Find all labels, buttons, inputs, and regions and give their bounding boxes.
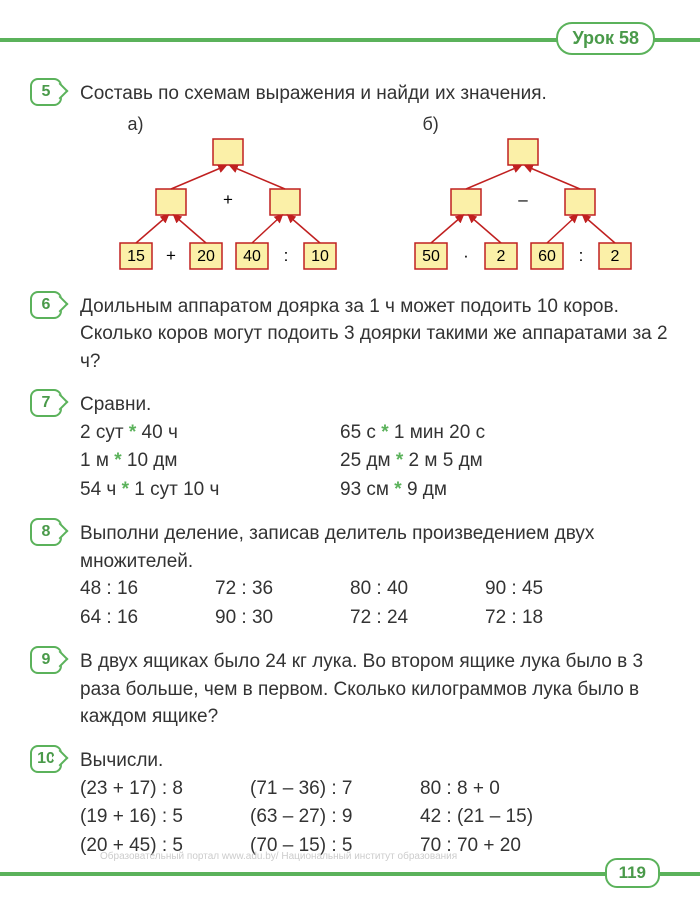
star-icon: *: [394, 479, 401, 500]
op-plus: +: [223, 190, 233, 209]
exercise-9: 9 В двух ящиках было 24 кг лука. Во втор…: [30, 648, 670, 731]
exercise-6: 6 Доильным аппаратом доярка за 1 ч может…: [30, 293, 670, 376]
compare-row: 1 м * 10 дм 25 дм * 2 м 5 дм: [80, 447, 670, 476]
calc-cell: (19 + 16) : 5: [80, 803, 250, 832]
compare-left: 1 м: [80, 450, 109, 471]
compare-left: 54 ч: [80, 479, 116, 500]
exercise-7: 7 Сравни. 2 сут * 40 ч 65 с * 1 мин 20 с…: [30, 391, 670, 504]
page-content: 5 Составь по схемам выражения и найди их…: [30, 80, 670, 876]
exercise-number: 7: [30, 389, 62, 417]
leaf-value: 10: [311, 248, 329, 265]
compare-row: 54 ч * 1 сут 10 ч 93 см * 9 дм: [80, 476, 670, 505]
op-minus: –: [518, 190, 528, 209]
star-icon: *: [129, 422, 136, 443]
compare-left: 93 см: [340, 479, 389, 500]
division-cell: 72 : 36: [215, 575, 350, 604]
division-cell: 64 : 16: [80, 604, 215, 633]
calc-cell: (23 + 17) : 8: [80, 775, 250, 804]
leaf-value: 15: [127, 248, 145, 265]
leaf-value: 2: [610, 248, 619, 265]
division-cell: 80 : 40: [350, 575, 485, 604]
leaf-value: 40: [243, 248, 261, 265]
leaf-value: 50: [422, 248, 440, 265]
compare-list: 2 сут * 40 ч 65 с * 1 мин 20 с 1 м * 10 …: [80, 419, 670, 505]
star-icon: *: [381, 422, 388, 443]
diagram-a: а) + 15 20: [108, 114, 348, 277]
division-row: 48 : 16 72 : 36 80 : 40 90 : 45: [80, 575, 670, 604]
exercise-number: 8: [30, 518, 62, 546]
diagram-b: б) – 50 2 · 60 2 :: [403, 114, 643, 277]
compare-row: 2 сут * 40 ч 65 с * 1 мин 20 с: [80, 419, 670, 448]
division-cell: 72 : 18: [485, 604, 620, 633]
star-icon: *: [122, 479, 129, 500]
calc-cell: (63 – 27) : 9: [250, 803, 420, 832]
op-label: ·: [463, 246, 469, 265]
compare-right: 10 дм: [127, 450, 178, 471]
exercise-text: Выполни деление, записав делитель произв…: [80, 520, 670, 575]
leaf-value: 20: [197, 248, 215, 265]
calc-cell: 80 : 8 + 0: [420, 775, 590, 804]
watermark-text: Образовательный портал www.adu.by/ Нацио…: [100, 851, 457, 862]
exercise-text: В двух ящиках было 24 кг лука. Во втором…: [80, 648, 670, 731]
exercise-8: 8 Выполни деление, записав делитель прои…: [30, 520, 670, 632]
compare-right: 9 дм: [407, 479, 447, 500]
exercise-title: Сравни.: [80, 391, 670, 419]
division-cell: 90 : 30: [215, 604, 350, 633]
tree-diagram-a-svg: + 15 20 + 40 10 :: [108, 137, 348, 277]
calc-row: (23 + 17) : 8 (71 – 36) : 7 80 : 8 + 0: [80, 775, 670, 804]
exercise-number: 9: [30, 646, 62, 674]
op-label: :: [578, 246, 583, 265]
exercise-number: 6: [30, 291, 62, 319]
tree-diagrams: а) + 15 20: [80, 114, 670, 277]
compare-right: 1 сут 10 ч: [134, 479, 219, 500]
tree-diagram-b-svg: – 50 2 · 60 2 :: [403, 137, 643, 277]
division-cell: 48 : 16: [80, 575, 215, 604]
calc-row: (19 + 16) : 5 (63 – 27) : 9 42 : (21 – 1…: [80, 803, 670, 832]
division-grid: 48 : 16 72 : 36 80 : 40 90 : 45 64 : 16 …: [80, 575, 670, 632]
lesson-badge: Урок 58: [556, 22, 655, 55]
exercise-10: 10 Вычисли. (23 + 17) : 8 (71 – 36) : 7 …: [30, 747, 670, 860]
calc-cell: 42 : (21 – 15): [420, 803, 590, 832]
compare-left: 65 с: [340, 422, 376, 443]
compare-right: 40 ч: [142, 422, 178, 443]
leaf-value: 60: [538, 248, 556, 265]
calc-grid: (23 + 17) : 8 (71 – 36) : 7 80 : 8 + 0 (…: [80, 775, 670, 861]
compare-right: 1 мин 20 с: [394, 422, 485, 443]
division-cell: 90 : 45: [485, 575, 620, 604]
compare-left: 25 дм: [340, 450, 391, 471]
exercise-number: 5: [30, 78, 62, 106]
exercise-number: 10: [30, 745, 62, 773]
exercise-text: Составь по схемам выражения и найди их з…: [80, 80, 670, 108]
diagram-b-label: б): [403, 114, 643, 135]
leaf-value: 2: [496, 248, 505, 265]
op-label: :: [283, 246, 288, 265]
star-icon: *: [114, 450, 121, 471]
compare-right: 2 м 5 дм: [409, 450, 483, 471]
page-number: 119: [605, 858, 660, 888]
calc-cell: (71 – 36) : 7: [250, 775, 420, 804]
compare-left: 2 сут: [80, 422, 124, 443]
diagram-a-label: а): [108, 114, 348, 135]
exercise-text: Доильным аппаратом доярка за 1 ч может п…: [80, 293, 670, 376]
exercise-title: Вычисли.: [80, 747, 670, 775]
star-icon: *: [396, 450, 403, 471]
division-row: 64 : 16 90 : 30 72 : 24 72 : 18: [80, 604, 670, 633]
division-cell: 72 : 24: [350, 604, 485, 633]
op-label: +: [166, 246, 176, 265]
exercise-5: 5 Составь по схемам выражения и найди их…: [30, 80, 670, 277]
footer-divider: [0, 872, 700, 876]
